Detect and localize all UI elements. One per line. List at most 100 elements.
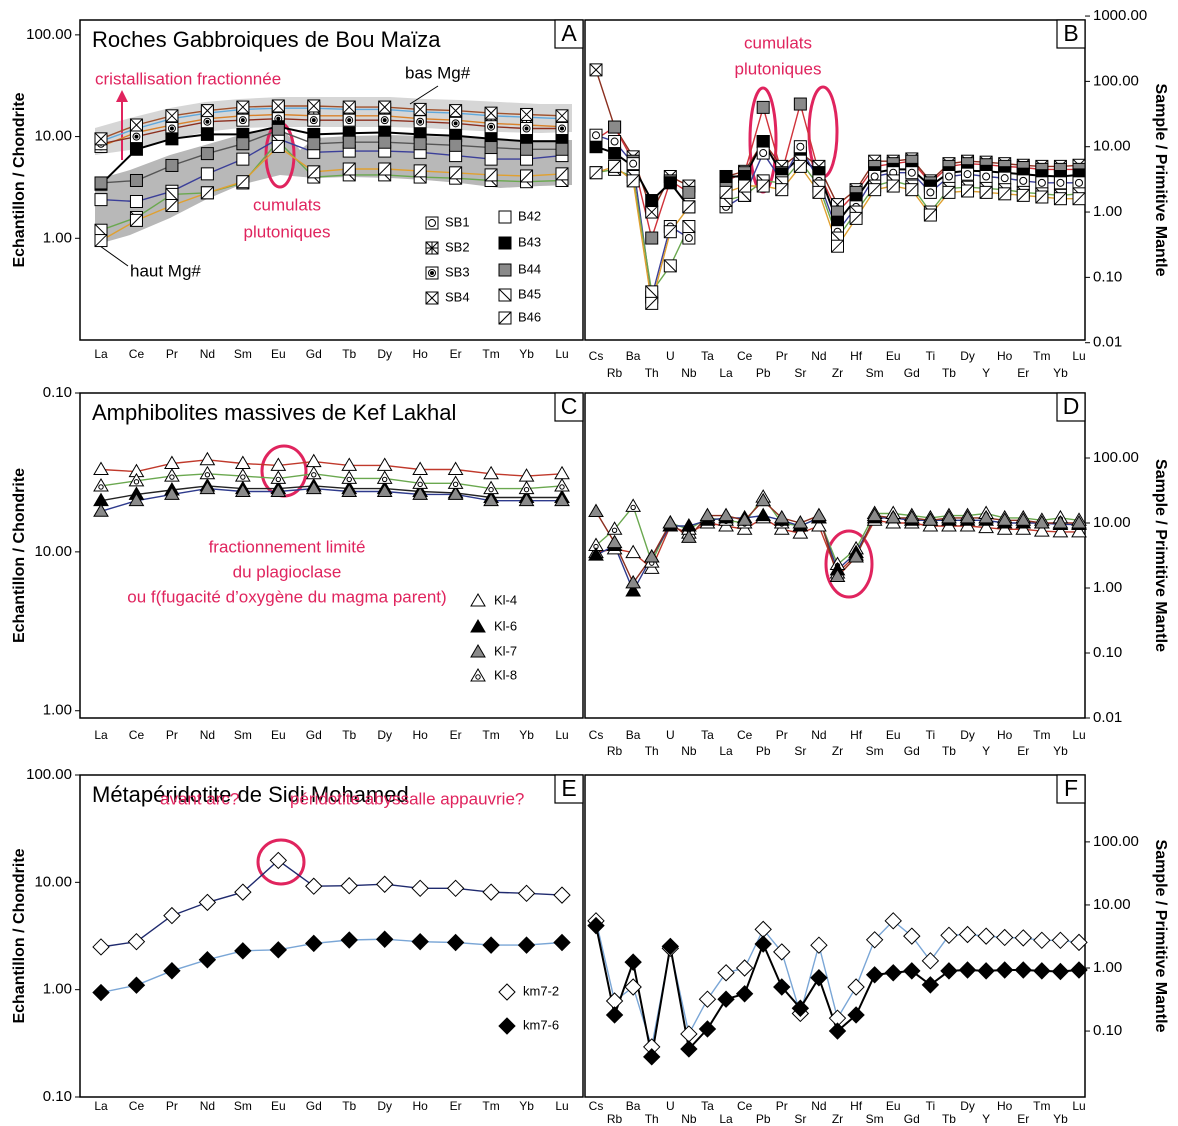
marker: [812, 185, 826, 199]
marker-part: [885, 509, 902, 524]
marker: [92, 983, 110, 1002]
marker: [1052, 523, 1069, 538]
x-tick-label: Eu: [271, 728, 286, 742]
y-tick-label: 10.00: [34, 128, 72, 145]
marker-part: [451, 119, 460, 128]
x-tick-label: Ta: [701, 728, 714, 742]
marker: [412, 475, 429, 489]
y-tick-label: 0.10: [1093, 268, 1122, 285]
marker-part: [93, 503, 109, 517]
marker: [645, 194, 659, 208]
marker: [941, 509, 957, 524]
marker-part: [470, 619, 486, 633]
marker-part: [375, 875, 394, 893]
legend-label: B43: [518, 234, 541, 249]
x-tick-label: U: [666, 349, 675, 363]
marker: [342, 162, 356, 176]
marker: [1053, 192, 1067, 206]
x-tick-label: Y: [982, 1112, 990, 1126]
marker-part: [645, 231, 659, 245]
marker-part: [1037, 178, 1046, 187]
marker-part: [234, 942, 252, 960]
x-tick-label: Zr: [832, 744, 843, 758]
marker: [129, 118, 143, 132]
marker-part: [680, 1040, 698, 1058]
marker-part: [796, 142, 805, 151]
x-tick-label: Yb: [1053, 366, 1068, 380]
x-tick-label: Yb: [519, 728, 534, 742]
marker: [717, 990, 735, 1008]
marker-part: [810, 936, 828, 954]
marker-part: [553, 886, 571, 904]
annotation: fractionnement limité: [209, 537, 366, 556]
marker: [234, 483, 251, 497]
x-tick-label: Pb: [756, 1112, 771, 1126]
panel-label: B: [1063, 20, 1078, 46]
marker-part: [1033, 962, 1051, 980]
marker-part: [236, 137, 250, 151]
marker: [307, 137, 321, 151]
x-tick-label: Th: [645, 366, 659, 380]
marker-part: [92, 938, 110, 956]
marker-part: [94, 234, 108, 247]
marker: [626, 174, 640, 188]
marker-part: [921, 976, 940, 994]
marker: [411, 932, 429, 951]
marker-part: [905, 183, 919, 197]
marker: [520, 122, 534, 136]
x-tick-label: Nd: [811, 728, 826, 742]
marker-part: [998, 171, 1012, 185]
marker: [129, 213, 143, 227]
marker: [200, 167, 214, 181]
marker-part: [865, 966, 884, 984]
marker: [554, 492, 570, 507]
marker-part: [517, 884, 536, 903]
marker: [922, 512, 939, 526]
marker: [411, 879, 429, 897]
marker-part: [608, 160, 621, 173]
marker-part: [236, 175, 250, 189]
marker: [165, 158, 179, 172]
marker: [849, 211, 863, 225]
marker: [271, 139, 285, 153]
marker-part: [204, 472, 211, 478]
x-tick-label: Ce: [129, 1099, 145, 1113]
marker-part: [1054, 192, 1067, 206]
legend-label: SB4: [445, 289, 470, 304]
marker-part: [643, 1048, 661, 1066]
marker-part: [719, 169, 733, 183]
marker: [905, 166, 919, 180]
legend-label: km7-6: [523, 1017, 559, 1032]
marker: [682, 185, 696, 199]
x-tick-label: Er: [1017, 1112, 1029, 1126]
marker: [998, 171, 1012, 185]
marker: [1014, 961, 1032, 979]
marker: [517, 936, 536, 954]
marker-part: [270, 483, 287, 497]
marker-part: [736, 512, 753, 526]
x-tick-label: Ho: [412, 347, 428, 361]
plot-frame: [584, 392, 1086, 719]
marker: [793, 140, 807, 154]
x-tick-label: Cs: [589, 1099, 604, 1113]
marker: [589, 140, 603, 154]
marker: [199, 480, 216, 495]
marker-part: [942, 186, 956, 199]
marker: [234, 883, 252, 901]
marker: [589, 63, 603, 77]
marker-part: [903, 962, 921, 980]
marker-part: [811, 517, 827, 532]
marker-part: [376, 483, 393, 497]
marker-part: [626, 157, 640, 171]
marker-part: [236, 100, 250, 114]
marker-part: [271, 123, 285, 137]
marker: [199, 465, 216, 480]
marker-part: [489, 124, 494, 129]
x-tick-label: Tb: [942, 366, 956, 380]
x-tick-label: Nd: [200, 347, 215, 361]
x-tick-label: Sr: [794, 744, 806, 758]
marker: [738, 179, 752, 193]
panel-label: A: [561, 20, 577, 46]
marker-part: [412, 486, 429, 500]
annotation: plutoniques: [244, 222, 331, 241]
